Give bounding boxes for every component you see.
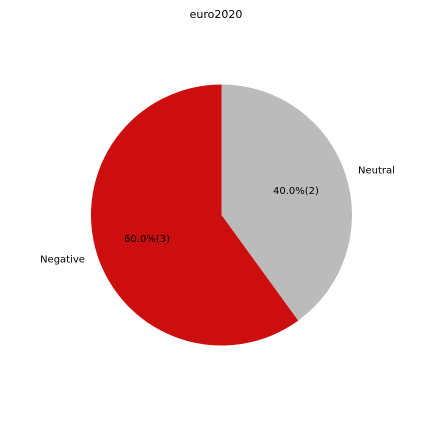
pie-slice-neutral bbox=[221, 84, 352, 321]
pie-percent-label-negative: 60.0%(3) bbox=[124, 234, 170, 245]
chart-title: euro2020 bbox=[189, 8, 243, 21]
pie-category-label-neutral: Neutral bbox=[358, 166, 395, 177]
pie-category-label-negative: Negative bbox=[40, 254, 85, 265]
pie-slice-negative bbox=[90, 84, 299, 346]
pie-percent-label-neutral: 40.0%(2) bbox=[273, 186, 319, 197]
